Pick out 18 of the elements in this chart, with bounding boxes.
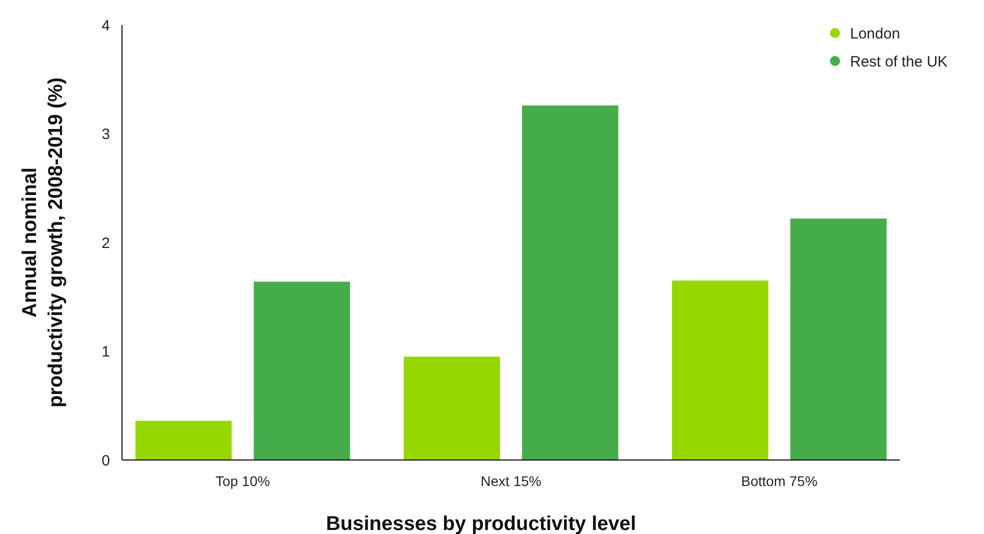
bar — [522, 105, 618, 460]
x-tick-label: Top 10% — [215, 473, 270, 489]
x-tick-label: Next 15% — [480, 473, 542, 489]
bar — [790, 218, 887, 460]
y-axis-title: Annual nominal productivity growth, 2008-2019 (%) — [19, 77, 67, 408]
y-tick-label: 4 — [102, 17, 110, 34]
legend-label: Rest of the UK — [850, 53, 948, 70]
y-tick-label: 1 — [102, 344, 110, 360]
legend-label: London — [850, 25, 900, 42]
y-tick-label: 2 — [102, 234, 110, 252]
bar — [404, 356, 500, 460]
x-tick-label: Bottom 75% — [741, 473, 818, 489]
bar — [135, 420, 232, 460]
y-tick-label: 0 — [102, 452, 110, 470]
bar — [254, 282, 350, 460]
bar — [672, 280, 768, 460]
x-axis-title: Businesses by productivity level — [326, 513, 636, 534]
y-tick-label: 3 — [102, 126, 110, 143]
